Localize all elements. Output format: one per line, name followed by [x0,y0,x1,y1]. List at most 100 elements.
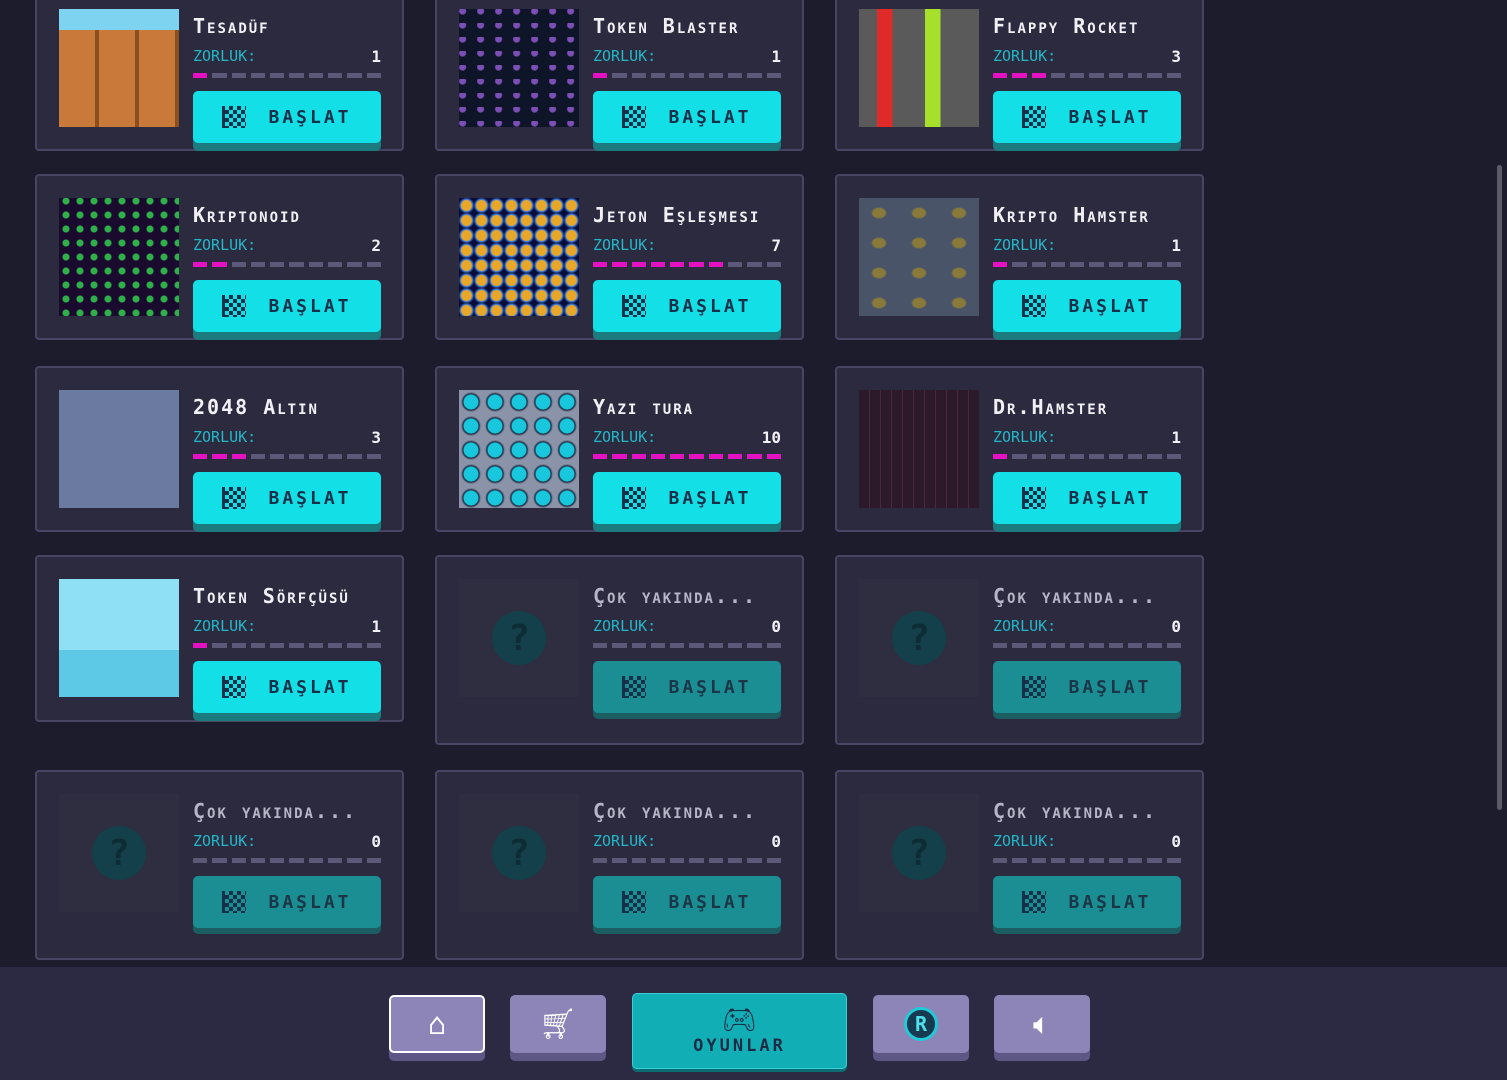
game-thumbnail [59,9,179,127]
difficulty-value: 1 [1171,427,1181,447]
game-title: Kripto Hamster [993,203,1150,227]
game-title: Çok yakında... [993,584,1158,608]
difficulty-segment [347,262,362,267]
game-title: Tesadüf [193,14,270,38]
game-thumbnail [59,198,179,316]
question-icon: ? [492,611,546,665]
start-button[interactable]: BAŞLAT [193,91,381,143]
difficulty-segment [289,643,304,648]
difficulty-segment [328,858,343,863]
difficulty-segment [231,858,246,863]
checkered-flag-icon [622,295,647,317]
game-card: Token Sörfçüsü ZORLUK: 1 BAŞLAT [35,555,404,722]
game-card: Flappy Rocket ZORLUK: 3 BAŞLAT [835,0,1204,151]
start-button[interactable]: BAŞLAT [993,280,1181,332]
difficulty-value: 0 [771,831,781,851]
difficulty-bar [593,643,781,648]
difficulty-bar [593,262,781,267]
difficulty-label: ZORLUK: [193,236,257,254]
game-thumbnail [459,198,579,316]
difficulty-segment [347,73,362,78]
difficulty-segment [593,262,608,267]
game-title: Token Blaster [593,14,740,38]
game-card: Yazı tura ZORLUK: 10 BAŞLAT [435,366,804,532]
start-button[interactable]: BAŞLAT [593,661,781,713]
game-card: Jeton Eşleşmesi ZORLUK: 7 BAŞLAT [435,174,804,340]
difficulty-segment [193,262,208,267]
game-thumbnail: ? [859,579,979,697]
difficulty-segment [1089,73,1104,78]
start-button[interactable]: BAŞLAT [193,661,381,713]
checkered-flag-icon [1022,295,1047,317]
home-button[interactable]: ⌂ [389,995,485,1053]
scrollbar[interactable] [1497,165,1502,810]
start-button[interactable]: BAŞLAT [593,876,781,928]
difficulty-segment [1012,858,1027,863]
game-card: Kripto Hamster ZORLUK: 1 BAŞLAT [835,174,1204,340]
difficulty-segment [993,643,1008,648]
difficulty-segment [650,643,666,648]
difficulty-segment [308,73,324,78]
start-button[interactable]: BAŞLAT [593,472,781,524]
sound-button[interactable]: 🔈︎ [994,995,1090,1053]
difficulty-segment [231,73,246,78]
start-button[interactable]: BAŞLAT [193,876,381,928]
difficulty-segment [193,643,208,648]
difficulty-label: ZORLUK: [593,617,657,635]
start-label: BAŞLAT [268,295,352,317]
difficulty-value: 1 [1171,235,1181,255]
difficulty-segment [689,73,704,78]
difficulty-segment [193,73,208,78]
difficulty-segment [1108,73,1124,78]
difficulty-bar [193,858,381,863]
difficulty-segment [747,858,762,863]
difficulty-segment [250,858,266,863]
difficulty-segment [1166,262,1181,267]
difficulty-segment [1128,858,1143,863]
difficulty-segment [328,643,343,648]
difficulty-segment [250,643,266,648]
difficulty-segment [1031,858,1046,863]
difficulty-segment [670,262,685,267]
difficulty-segment [231,454,246,459]
shop-button[interactable]: 🛒︎ [510,995,606,1053]
difficulty-segment [1128,73,1143,78]
start-button[interactable]: BAŞLAT [993,876,1181,928]
difficulty-segment [231,643,246,648]
start-button[interactable]: BAŞLAT [993,91,1181,143]
difficulty-segment [366,262,381,267]
difficulty-bar [593,454,781,459]
games-button[interactable]: 🎮︎ OYUNLAR [632,993,847,1069]
start-button[interactable]: BAŞLAT [193,280,381,332]
difficulty-segment [250,262,266,267]
start-button[interactable]: BAŞLAT [993,661,1181,713]
difficulty-segment [1147,858,1162,863]
coming-soon-placeholder: ? [859,579,979,697]
game-title: Jeton Eşleşmesi [593,203,761,227]
difficulty-segment [728,454,743,459]
difficulty-segment [631,262,646,267]
start-button[interactable]: BAŞLAT [993,472,1181,524]
difficulty-bar [993,454,1181,459]
difficulty-segment [212,858,227,863]
difficulty-value: 1 [371,46,381,66]
difficulty-segment [1012,262,1027,267]
start-button[interactable]: BAŞLAT [593,91,781,143]
start-button[interactable]: BAŞLAT [593,280,781,332]
difficulty-segment [328,73,343,78]
bottom-nav: ⌂ 🛒︎ 🎮︎ OYUNLAR R 🔈︎ [0,967,1507,1080]
checkered-flag-icon [222,487,247,509]
difficulty-label: ZORLUK: [193,617,257,635]
difficulty-segment [593,858,608,863]
game-thumbnail [459,390,579,508]
game-title: Flappy Rocket [993,14,1140,38]
difficulty-segment [708,643,724,648]
difficulty-segment [766,454,781,459]
difficulty-segment [1031,643,1046,648]
game-title: Çok yakında... [193,799,358,823]
difficulty-segment [612,454,627,459]
start-button[interactable]: BAŞLAT [193,472,381,524]
token-button[interactable]: R [873,995,969,1053]
difficulty-segment [1128,454,1143,459]
start-label: BAŞLAT [1068,295,1152,317]
